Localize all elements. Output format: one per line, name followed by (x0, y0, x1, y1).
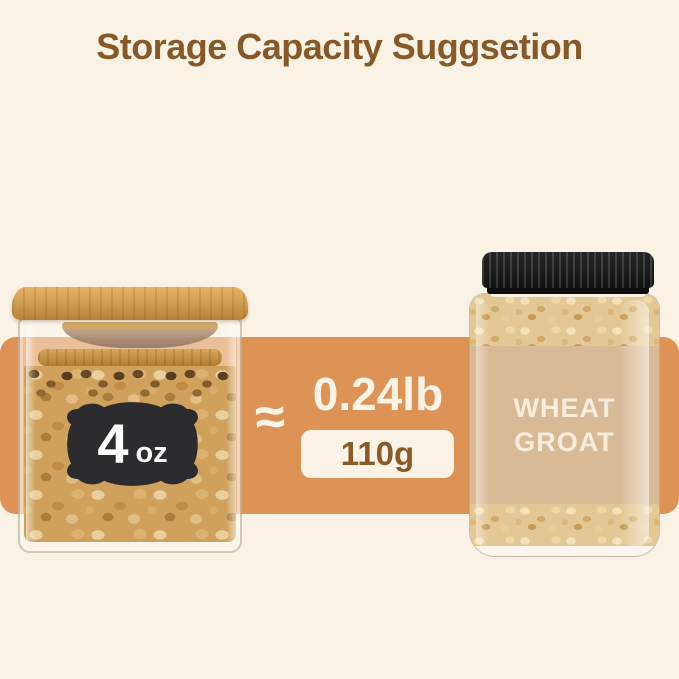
jar-label-line1: WHEAT (513, 392, 616, 423)
jar-clear-base (470, 546, 659, 556)
plastic-highlight (476, 300, 490, 546)
glass-highlight (26, 324, 36, 546)
page-title: Storage Capacity Suggsetion (96, 26, 583, 67)
black-ribbed-lid (482, 252, 654, 288)
black-lid-base (487, 285, 649, 294)
chalkboard-plaque-shape (67, 402, 198, 486)
capacity-label: 4 oz (59, 397, 206, 491)
bamboo-seal (38, 349, 222, 366)
capacity-value: 4 (97, 412, 129, 475)
jar-label-line2: GROAT (514, 426, 615, 457)
plastic-highlight (619, 300, 649, 546)
glass-highlight (226, 324, 236, 546)
chalkboard-capacity-tag: 4 oz (59, 397, 206, 491)
bamboo-lid (12, 287, 248, 320)
weight-grams-badge: 110g (301, 430, 454, 478)
wheat-grains-dark-layer (24, 366, 236, 400)
weight-pounds: 0.24lb (312, 368, 444, 420)
weight-grams: 110g (340, 435, 415, 472)
plastic-jar-body: WHEAT GROAT (469, 293, 660, 557)
capacity-unit: oz (135, 436, 168, 469)
